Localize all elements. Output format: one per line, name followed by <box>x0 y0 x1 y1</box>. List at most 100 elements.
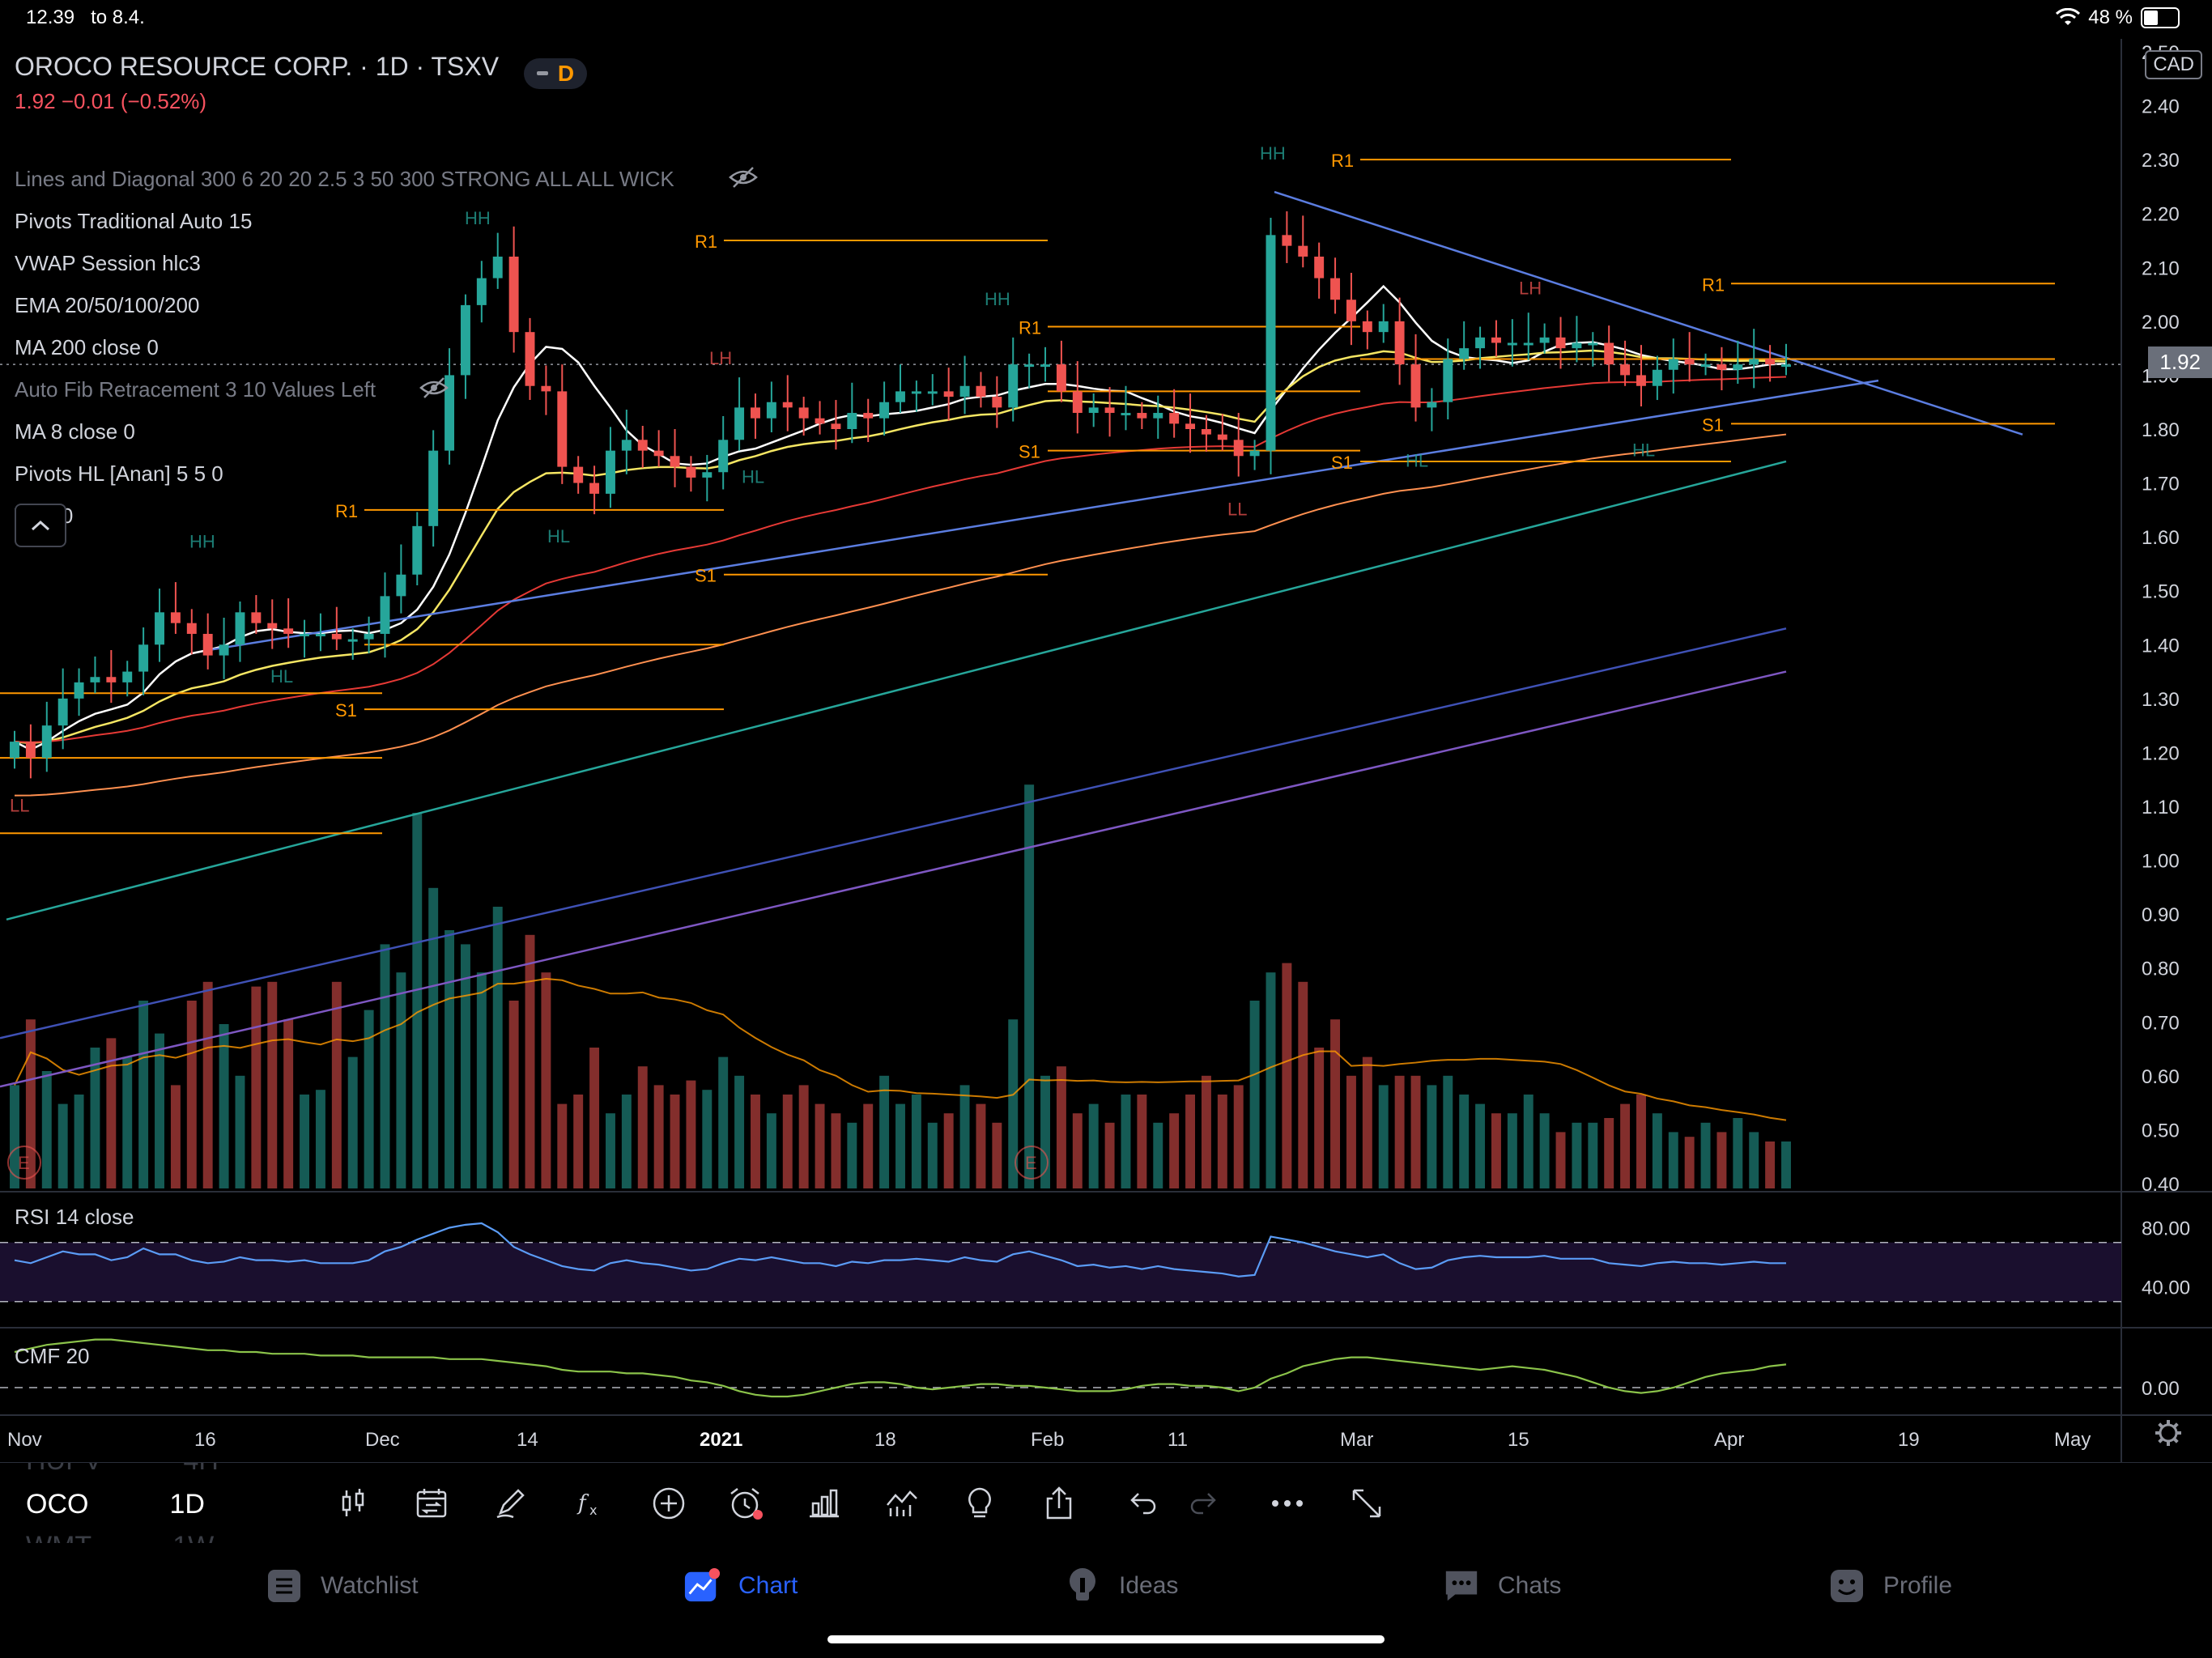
swing-label: HH <box>189 531 215 551</box>
candle-body <box>1539 337 1550 343</box>
indicator-templates-button[interactable] <box>878 1479 926 1528</box>
financials-button[interactable] <box>800 1479 849 1528</box>
candle-body <box>1652 369 1662 386</box>
more-button[interactable] <box>1263 1479 1312 1528</box>
compare-button[interactable] <box>408 1479 457 1528</box>
swing-label: LL <box>1227 500 1247 520</box>
candle-body <box>428 450 439 526</box>
collapse-legend-button[interactable] <box>15 504 66 547</box>
indicator-legend-item[interactable]: Auto Fib Retracement 3 10 Values Left <box>15 377 376 402</box>
indicator-legend-item[interactable]: Pivots Traditional Auto 15 <box>15 209 253 233</box>
candle-body <box>782 402 793 408</box>
time-tick-label: Feb <box>1031 1429 1064 1451</box>
add-button[interactable] <box>644 1479 693 1528</box>
symbol-interval: 4H <box>183 1463 218 1477</box>
alert-button[interactable] <box>722 1479 771 1528</box>
tab-profile[interactable]: Profile <box>1828 1567 1952 1605</box>
candle-body <box>1781 364 1791 368</box>
indicator-legend-item[interactable]: Pivots HL [Anan] 5 5 0 <box>15 461 223 486</box>
ideas-button[interactable] <box>955 1479 1004 1528</box>
symbol-title[interactable]: OROCO RESOURCE CORP. · 1D · TSXV <box>15 52 500 81</box>
drawing-button[interactable] <box>486 1479 534 1528</box>
cmf-label[interactable]: CMF 20 <box>15 1344 89 1369</box>
redo-icon <box>1190 1493 1216 1515</box>
volume-bar <box>1684 1137 1695 1188</box>
symbol-header[interactable]: OROCO RESOURCE CORP. · 1D · TSXV D <box>15 52 588 89</box>
volume-bar <box>1104 1122 1115 1188</box>
candle-body <box>315 633 325 636</box>
pivot-level-label: R1 <box>1702 274 1725 295</box>
candle-body <box>895 391 905 402</box>
earnings-label: E <box>18 1153 30 1173</box>
volume-bar <box>815 1103 825 1188</box>
volume-bar <box>798 1085 809 1188</box>
home-indicator[interactable] <box>827 1635 1385 1643</box>
currency-badge[interactable]: CAD <box>2145 50 2202 79</box>
time-tick-label: 18 <box>874 1429 896 1451</box>
volume-bar <box>186 1001 197 1188</box>
time-tick-label: Nov <box>7 1429 42 1451</box>
tab-label: Chart <box>738 1572 798 1599</box>
indicator-legend-item[interactable]: MA 8 close 0 <box>15 419 135 444</box>
price-tick-label: 1.70 <box>2142 474 2180 495</box>
candle-body <box>331 633 342 640</box>
volume-bar <box>1523 1095 1534 1188</box>
bottom-tab-bar: Watchlist Chart Ideas Chats Profile <box>0 1543 2212 1658</box>
tab-chart[interactable]: Chart <box>683 1567 798 1605</box>
volume-bar <box>1443 1075 1453 1188</box>
candle-body <box>1394 321 1405 365</box>
undo-button[interactable] <box>1119 1479 1168 1528</box>
candle-body <box>364 633 374 640</box>
candle-body <box>155 612 164 645</box>
volume-bar <box>41 1071 52 1188</box>
volume-bar <box>911 1095 921 1188</box>
candle-body <box>1459 348 1470 359</box>
candle-body <box>1523 342 1534 346</box>
redo-button[interactable] <box>1179 1479 1227 1528</box>
gear-tooth <box>2172 1437 2179 1443</box>
time-tick-label: 11 <box>1168 1429 1188 1451</box>
tab-chats[interactable]: Chats <box>1443 1567 1561 1605</box>
indicator-legend-item[interactable]: Lines and Diagonal 300 6 20 20 2.5 3 50 … <box>15 167 674 191</box>
indicator-legend-item[interactable]: EMA 20/50/100/200 <box>15 293 200 317</box>
volume-bar <box>428 887 439 1188</box>
volume-bar <box>138 1001 149 1188</box>
candle-series <box>10 211 1791 779</box>
pivot-level-label: R1 <box>695 232 717 252</box>
candle-body <box>138 644 149 672</box>
chart-type-button[interactable] <box>329 1479 377 1528</box>
volume-bar <box>25 1019 36 1188</box>
indicator-legend-item[interactable]: VWAP Session hlc3 <box>15 251 201 275</box>
symbol-row-active[interactable]: OCO 1D <box>26 1489 205 1520</box>
chart-area[interactable]: 2.502.402.302.202.102.001.901.801.701.60… <box>0 39 2212 1462</box>
volume-bar <box>927 1122 938 1188</box>
tab-ideas[interactable]: Ideas <box>1064 1567 1178 1605</box>
rsi-label[interactable]: RSI 14 close <box>15 1205 134 1230</box>
candle-body <box>300 633 310 636</box>
candle-body <box>1700 364 1711 368</box>
earnings-label: E <box>1025 1153 1037 1173</box>
symbol-row[interactable]: WMT 1W <box>26 1531 214 1544</box>
settings-gear-icon[interactable] <box>2155 1420 2181 1446</box>
ascending-trendline <box>208 379 1879 652</box>
symbol-switcher[interactable]: HUPV 4H OCO 1D WMT 1W <box>26 1463 285 1544</box>
eye-hidden-icon[interactable] <box>729 165 758 189</box>
candle-body <box>927 391 938 394</box>
eye-hidden-icon[interactable] <box>419 376 449 400</box>
share-button[interactable] <box>1035 1479 1083 1528</box>
diagonal-support-line <box>0 670 1787 1088</box>
candle-body <box>1249 450 1260 457</box>
delay-badge[interactable]: D <box>523 57 588 89</box>
chart-canvas[interactable]: 2.502.402.302.202.102.001.901.801.701.60… <box>0 39 2212 1462</box>
candle-body <box>798 407 809 419</box>
volume-bar <box>589 1048 600 1188</box>
volume-bar <box>476 972 487 1188</box>
candle-body <box>831 423 841 429</box>
tab-watchlist[interactable]: Watchlist <box>266 1567 419 1605</box>
fullscreen-button[interactable] <box>1342 1479 1391 1528</box>
indicator-legend-item[interactable]: MA 200 close 0 <box>15 335 159 359</box>
symbol-row[interactable]: HUPV 4H <box>26 1463 219 1477</box>
line-chart-icon <box>887 1490 917 1516</box>
volume-bar <box>525 934 535 1188</box>
